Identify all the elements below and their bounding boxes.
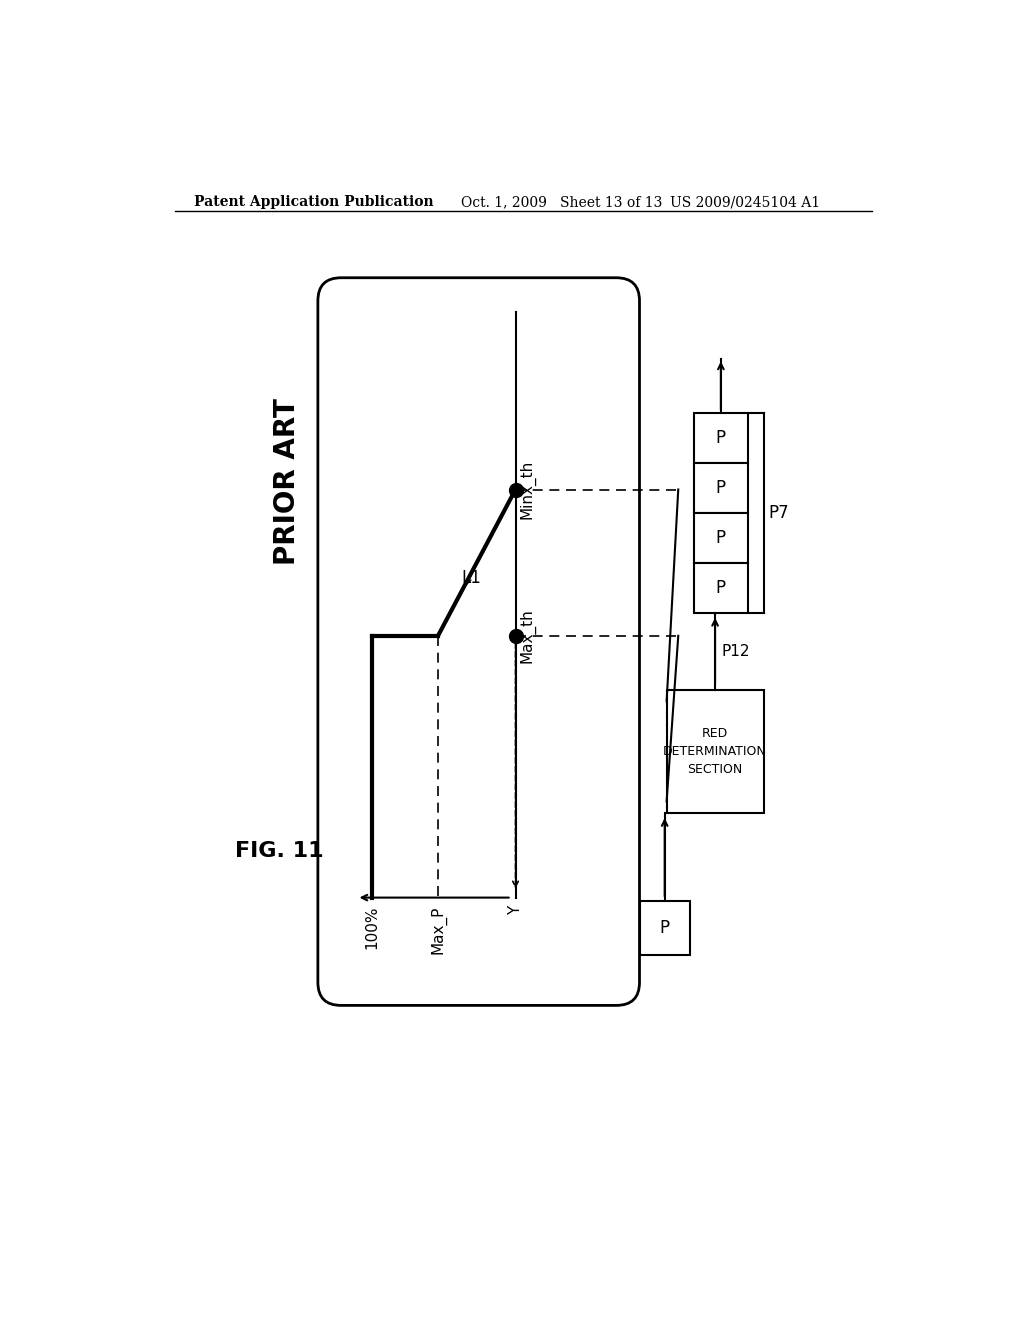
Text: RED
DETERMINATION
SECTION: RED DETERMINATION SECTION — [664, 727, 767, 776]
Text: PRIOR ART: PRIOR ART — [272, 399, 301, 565]
Text: P7: P7 — [768, 504, 788, 521]
Text: Oct. 1, 2009   Sheet 13 of 13: Oct. 1, 2009 Sheet 13 of 13 — [461, 195, 663, 210]
Bar — [693, 562, 748, 612]
Text: Minx_th: Minx_th — [519, 459, 536, 519]
Text: P: P — [659, 920, 670, 937]
Text: FIG. 11: FIG. 11 — [234, 841, 324, 862]
FancyBboxPatch shape — [317, 277, 640, 1006]
Text: Patent Application Publication: Patent Application Publication — [194, 195, 433, 210]
Text: L1: L1 — [461, 569, 481, 587]
Bar — [667, 689, 764, 813]
Text: Y: Y — [508, 906, 523, 915]
Bar — [693, 413, 748, 462]
Text: P: P — [716, 429, 726, 446]
Text: Max_th: Max_th — [519, 609, 536, 663]
Bar — [693, 512, 748, 562]
Text: Max_P: Max_P — [430, 906, 446, 953]
Bar — [640, 902, 690, 956]
Text: P12: P12 — [721, 644, 750, 659]
Text: 100%: 100% — [365, 906, 380, 949]
Text: P: P — [716, 528, 726, 546]
Text: US 2009/0245104 A1: US 2009/0245104 A1 — [671, 195, 820, 210]
Bar — [693, 462, 748, 512]
Text: P: P — [716, 578, 726, 597]
Text: P: P — [716, 479, 726, 496]
